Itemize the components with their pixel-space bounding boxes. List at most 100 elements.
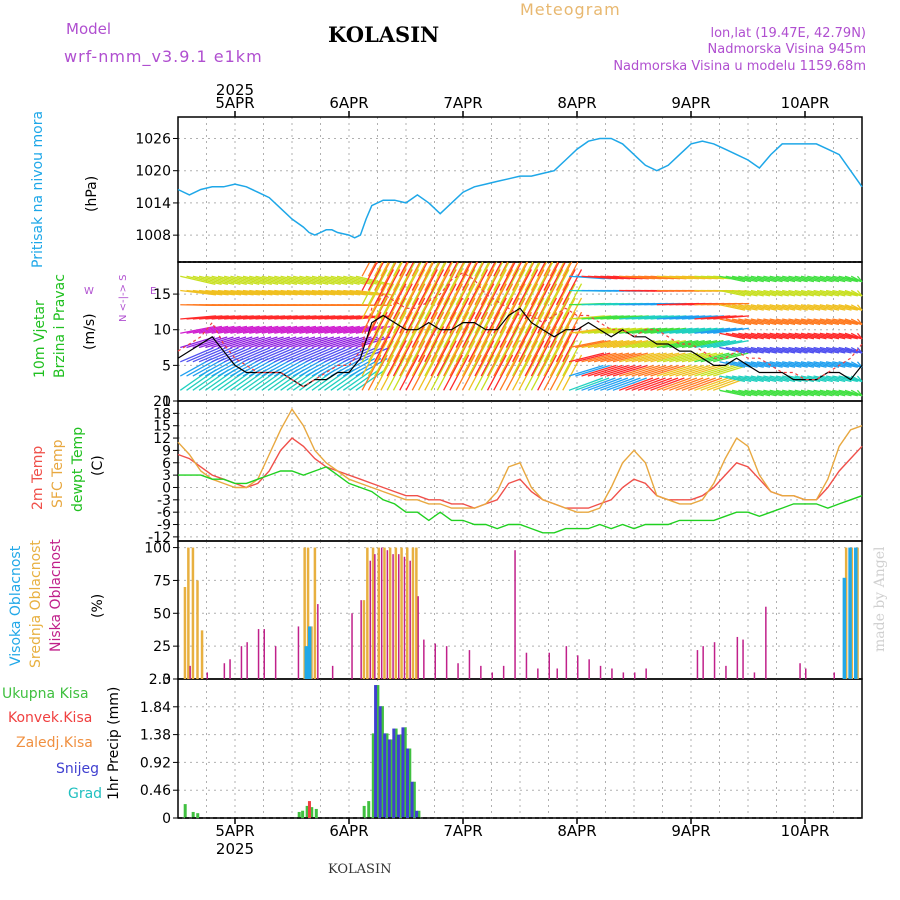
wind-arrow bbox=[512, 340, 532, 377]
wind-arrow bbox=[769, 304, 796, 311]
cloud-bar-low bbox=[525, 652, 528, 679]
wind-arrow bbox=[832, 361, 858, 368]
wind-arrow bbox=[486, 340, 507, 377]
wind-arrow bbox=[794, 332, 821, 340]
wind-arrow bbox=[343, 289, 380, 296]
wind-arrow bbox=[430, 261, 440, 277]
wind-arrow bbox=[738, 361, 764, 368]
wind-arrow bbox=[788, 304, 815, 311]
wind-arrow bbox=[763, 389, 789, 397]
wind-arrow bbox=[392, 261, 402, 277]
wind-arrow bbox=[694, 327, 731, 334]
wind-arrow bbox=[248, 347, 283, 363]
wind-arrow bbox=[593, 340, 630, 349]
wind-arrow bbox=[443, 311, 463, 348]
cloud-bar-low bbox=[223, 663, 226, 679]
wind-arrow bbox=[236, 275, 272, 285]
wind-arrow bbox=[788, 289, 815, 297]
wind-gust-line bbox=[177, 271, 863, 388]
wind-arrow bbox=[330, 289, 367, 296]
cloud-bar-low bbox=[805, 668, 807, 679]
wind-arrow bbox=[719, 275, 746, 283]
wind-arrow bbox=[349, 289, 386, 296]
wind-arrow bbox=[249, 325, 285, 334]
wind-arrow bbox=[380, 340, 401, 377]
wind-arrow bbox=[198, 325, 235, 334]
page-title: KOLASIN bbox=[328, 22, 440, 47]
wind-arrow bbox=[443, 261, 460, 291]
wind-arrow bbox=[537, 261, 554, 291]
wind-arrow bbox=[606, 340, 643, 349]
cloud-bar-low bbox=[599, 665, 602, 679]
wind-arrow bbox=[782, 375, 808, 383]
wind-arrow bbox=[656, 340, 693, 349]
wind-arrow bbox=[505, 261, 515, 277]
wind-arrow bbox=[555, 283, 576, 320]
wind-arrow bbox=[493, 340, 514, 377]
wind-arrow bbox=[367, 261, 385, 291]
wind-arrow bbox=[468, 283, 489, 320]
wind-arrow bbox=[242, 289, 279, 296]
wind-arrow bbox=[537, 354, 558, 391]
wind-arrow bbox=[417, 261, 427, 277]
wind-arrow bbox=[619, 340, 655, 349]
wind-arrow bbox=[468, 261, 485, 291]
wind-arrow bbox=[518, 297, 539, 334]
wind-arrow bbox=[499, 261, 516, 291]
wind-arrow bbox=[738, 346, 764, 354]
wind-arrow bbox=[292, 336, 328, 349]
cloud-bar-low bbox=[240, 646, 243, 679]
wind-arrow bbox=[242, 325, 279, 334]
wind-arrow bbox=[199, 289, 235, 296]
wind-arrow bbox=[694, 340, 730, 349]
wind-arrow bbox=[687, 377, 723, 391]
wind-arrow bbox=[813, 318, 840, 326]
wind-arrow bbox=[763, 318, 789, 326]
wind-arrow bbox=[593, 377, 629, 391]
wind-arrow bbox=[192, 275, 229, 285]
wind-arrow bbox=[756, 304, 783, 311]
cloud-bar-high bbox=[842, 577, 847, 679]
wind-arrow bbox=[669, 352, 705, 363]
wind-arrow bbox=[725, 275, 752, 283]
wind-arrow bbox=[230, 325, 266, 334]
wind-arrow bbox=[756, 375, 783, 383]
wind-arrow bbox=[374, 326, 395, 363]
wind-arrow bbox=[186, 275, 222, 285]
wind-arrow bbox=[581, 377, 616, 391]
wind-arrow bbox=[224, 325, 260, 334]
wind-arrow bbox=[205, 347, 239, 363]
wind-arrow bbox=[530, 269, 551, 306]
cloud-bar-low bbox=[331, 665, 334, 679]
wind-arrow bbox=[681, 340, 718, 349]
wind-arrow bbox=[794, 289, 821, 297]
wind-arrow bbox=[274, 347, 308, 363]
wind-arrow bbox=[807, 318, 833, 326]
wind-arrow bbox=[537, 261, 546, 277]
precip-bar-snow bbox=[392, 728, 396, 818]
wind-arrow bbox=[687, 364, 723, 377]
wind-arrow bbox=[719, 289, 746, 297]
wind-arrow bbox=[675, 352, 711, 363]
wind-arrow bbox=[443, 326, 463, 363]
wind-arrow bbox=[392, 311, 413, 348]
wind-arrow bbox=[524, 269, 545, 306]
wind-arrow bbox=[706, 364, 742, 377]
meteogram-label: Meteogram bbox=[520, 0, 621, 19]
wind-arrow bbox=[800, 375, 827, 383]
wind-arrow bbox=[681, 327, 718, 334]
wind-arrow bbox=[405, 297, 426, 334]
wind-arrow bbox=[555, 297, 576, 334]
wind-arrow bbox=[637, 377, 673, 391]
cloud-bar-mid bbox=[191, 547, 195, 679]
wind-arrow bbox=[543, 261, 553, 277]
y-tick-label-temperature: 21 bbox=[153, 394, 171, 410]
wind-arrow bbox=[361, 354, 382, 391]
wind-arrow bbox=[361, 283, 382, 320]
wind-arrow bbox=[775, 346, 802, 354]
wind-arrow bbox=[224, 289, 260, 296]
precip-bar-total bbox=[399, 734, 403, 818]
cloud-bar-mid bbox=[200, 630, 204, 679]
precip-bar-total bbox=[385, 733, 389, 818]
wind-arrow bbox=[524, 297, 545, 334]
